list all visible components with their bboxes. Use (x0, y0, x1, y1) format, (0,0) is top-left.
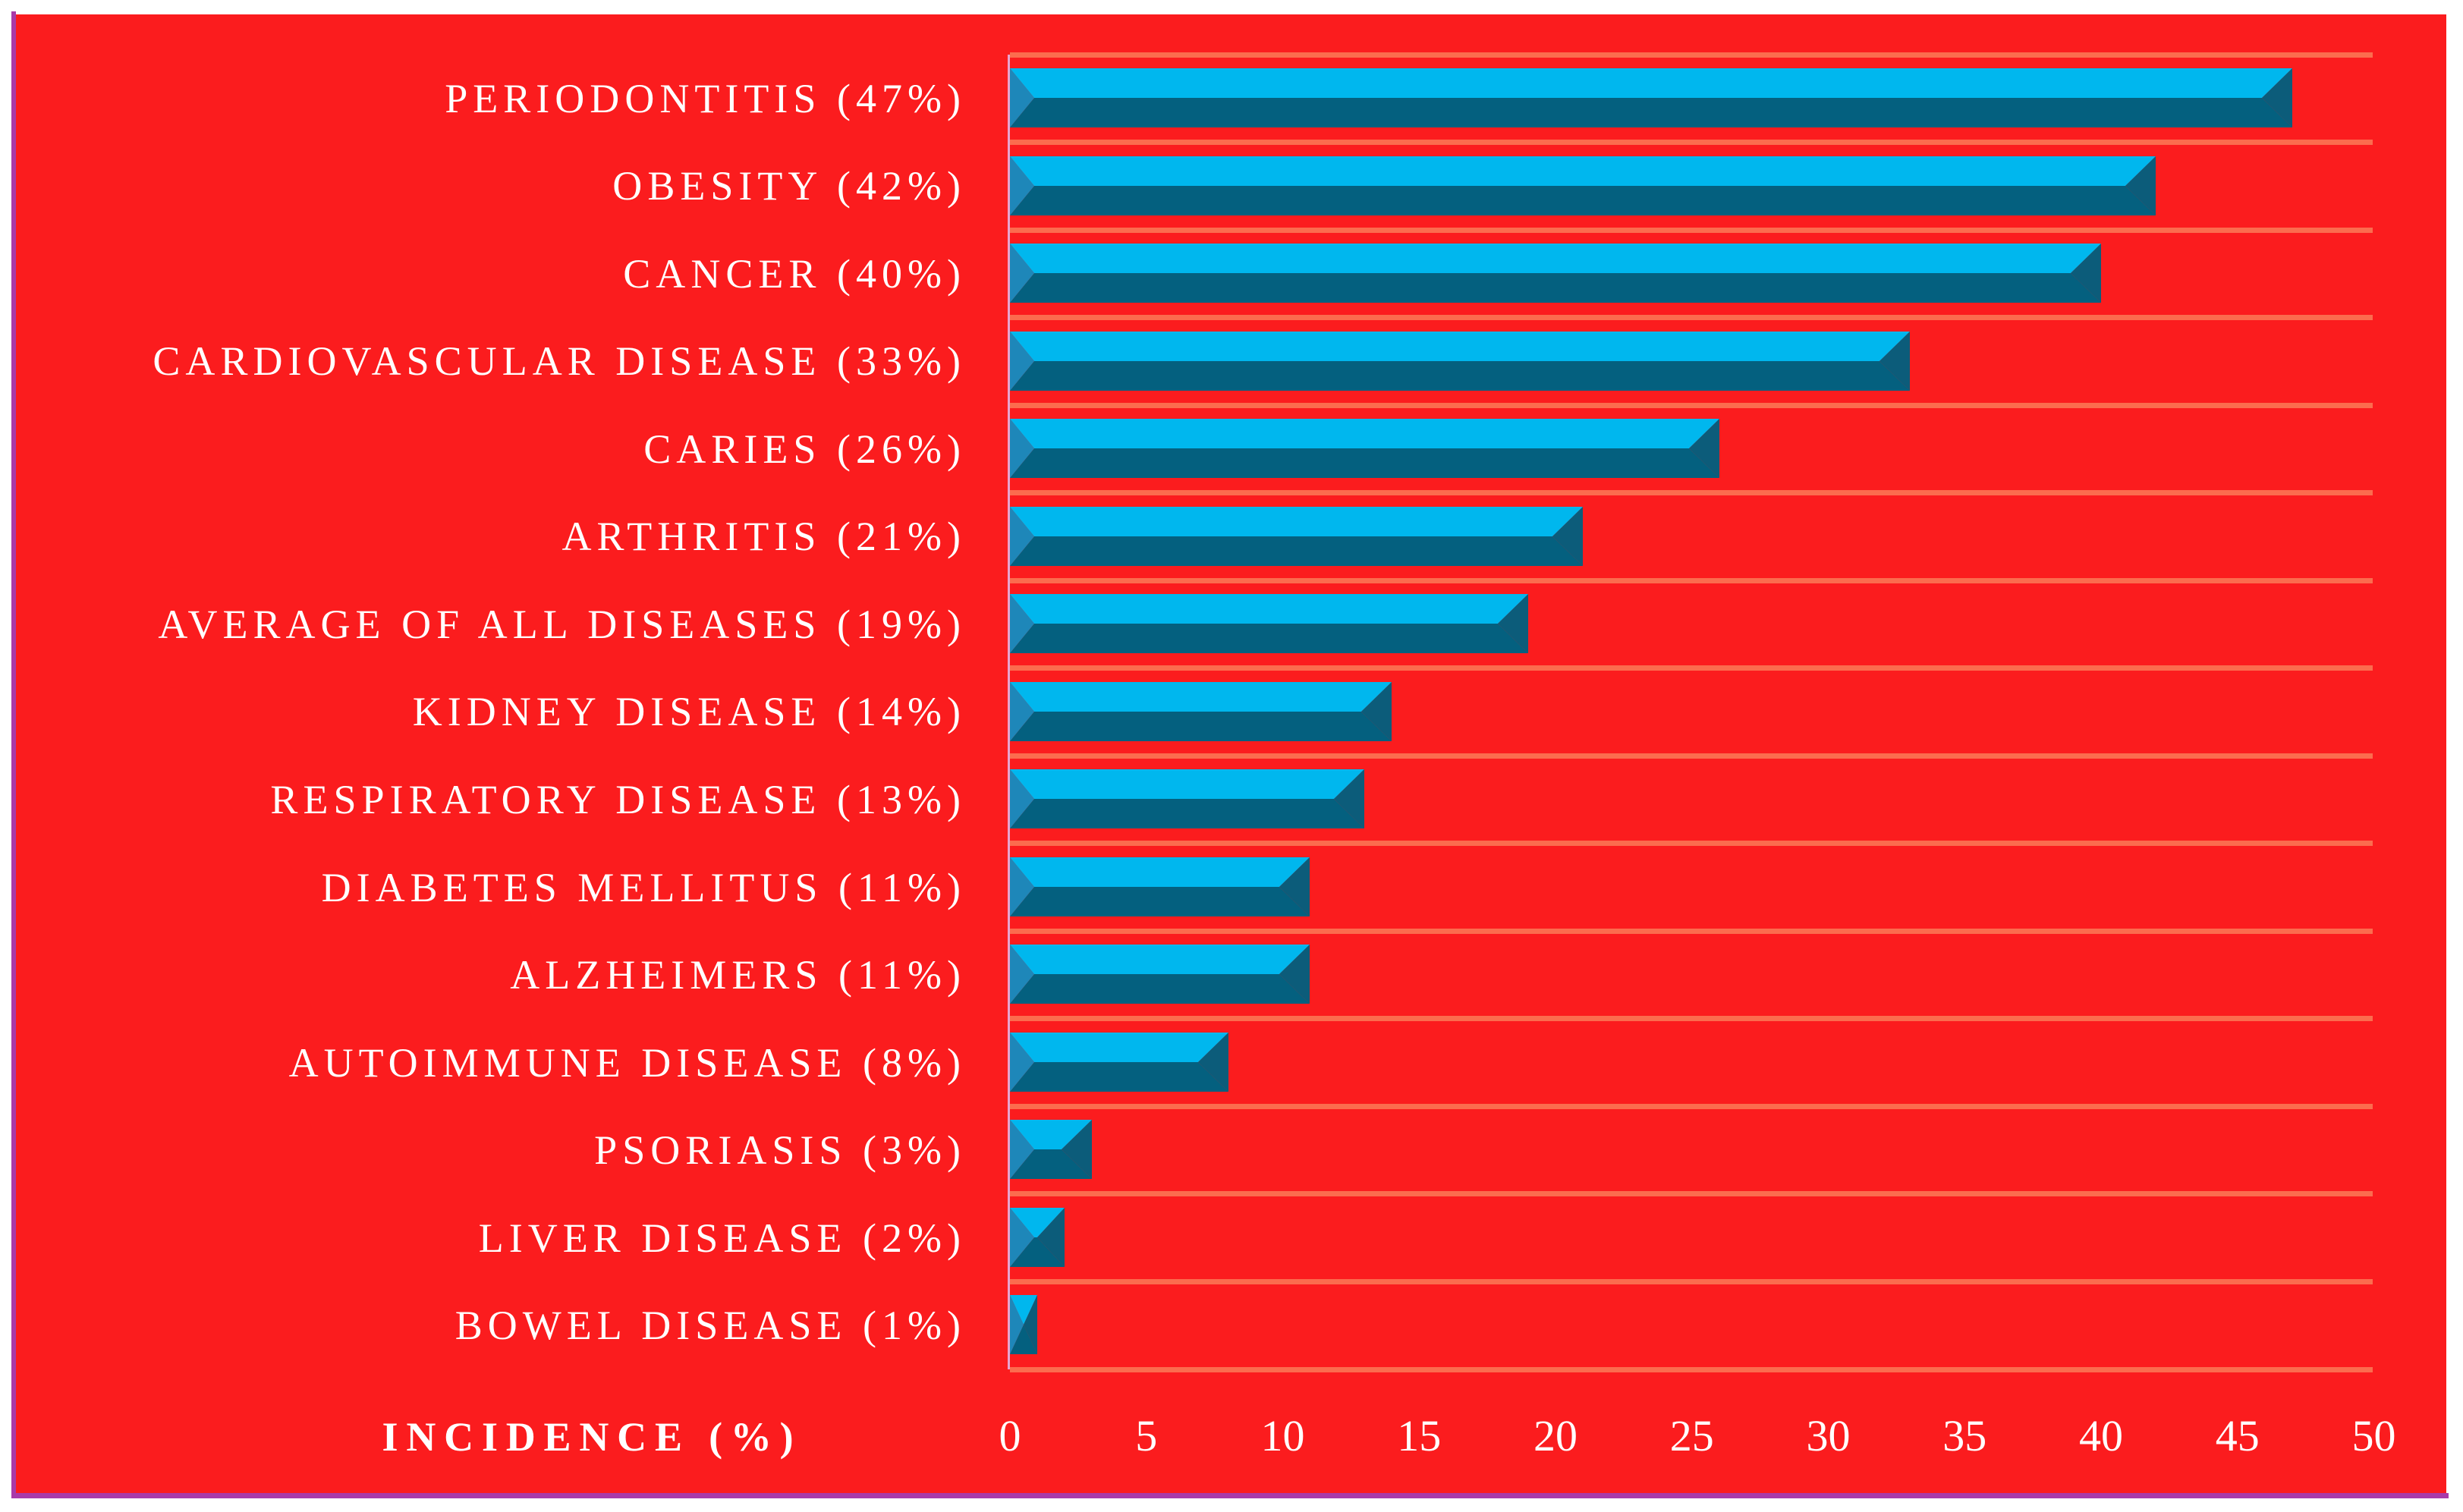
category-row: PSORIASIS (3%) (0, 1106, 2463, 1194)
gridline (1010, 227, 2373, 233)
category-row: CANCER (40%) (0, 230, 2463, 318)
bar (1010, 857, 1310, 916)
category-label: DIABETES MELLITUS (11%) (321, 864, 966, 910)
chart-border-bottom (11, 1493, 2449, 1498)
gridline (1010, 841, 2373, 847)
bar (1010, 156, 2156, 215)
category-label: ARTHRITIS (21%) (561, 514, 966, 560)
category-row: ARTHRITIS (21%) (0, 493, 2463, 581)
chart-border-left (11, 11, 16, 1498)
gridline (1010, 490, 2373, 496)
category-label: PSORIASIS (3%) (594, 1127, 966, 1174)
category-label: PERIODONTITIS (47%) (445, 75, 966, 121)
category-label: ALZHEIMERS (11%) (510, 952, 966, 998)
category-label: RESPIRATORY DISEASE (13%) (270, 776, 966, 822)
bar (1010, 1207, 1065, 1267)
category-row: AUTOIMMUNE DISEASE (8%) (0, 1019, 2463, 1107)
x-tick-label: 30 (1806, 1411, 1851, 1460)
x-tick-label: 15 (1397, 1411, 1442, 1460)
category-label: CARDIOVASCULAR DISEASE (33%) (153, 338, 966, 385)
x-tick-label: 40 (2079, 1411, 2123, 1460)
category-row: RESPIRATORY DISEASE (13%) (0, 756, 2463, 844)
bar (1010, 1295, 1037, 1355)
category-label: CANCER (40%) (623, 250, 966, 297)
category-label: KIDNEY DISEASE (14%) (412, 689, 966, 735)
gridline (1010, 52, 2373, 58)
category-label: CARIES (26%) (643, 426, 966, 472)
category-row: CARIES (26%) (0, 405, 2463, 493)
category-label: BOWEL DISEASE (1%) (455, 1303, 966, 1349)
gridline (1010, 577, 2373, 583)
x-tick-label: 45 (2215, 1411, 2260, 1460)
x-tick-label: 5 (1135, 1411, 1158, 1460)
gridline (1010, 315, 2373, 321)
gridline (1010, 1278, 2373, 1284)
bar (1010, 331, 1910, 391)
gridline (1010, 1016, 2373, 1022)
category-row: AVERAGE OF ALL DISEASES (19%) (0, 580, 2463, 668)
gridline (1010, 1191, 2373, 1197)
category-label: LIVER DISEASE (2%) (478, 1215, 966, 1261)
category-row: CARDIOVASCULAR DISEASE (33%) (0, 318, 2463, 406)
category-label: AUTOIMMUNE DISEASE (8%) (288, 1039, 966, 1086)
gridline (1010, 402, 2373, 408)
x-axis-title: INCIDENCE (%) (382, 1414, 802, 1460)
gridline (1010, 140, 2373, 145)
category-row: ALZHEIMERS (11%) (0, 931, 2463, 1019)
x-tick-label: 20 (1533, 1411, 1578, 1460)
gridline (1010, 928, 2373, 934)
bar (1010, 769, 1364, 829)
bar (1010, 1032, 1228, 1092)
category-row: BOWEL DISEASE (1%) (0, 1281, 2463, 1369)
category-row: OBESITY (42%) (0, 143, 2463, 231)
gridline (1010, 753, 2373, 759)
bar (1010, 1120, 1092, 1180)
gridline (1010, 665, 2373, 671)
bar (1010, 506, 1583, 566)
bar (1010, 244, 2101, 303)
category-label: AVERAGE OF ALL DISEASES (19%) (158, 601, 966, 647)
category-label: OBESITY (42%) (612, 163, 966, 209)
x-tick-label: 25 (1669, 1411, 1714, 1460)
x-tick-label: 0 (999, 1411, 1021, 1460)
x-tick-label: 35 (1942, 1411, 1987, 1460)
gridline (1010, 1366, 2373, 1372)
category-row: LIVER DISEASE (2%) (0, 1194, 2463, 1282)
bar (1010, 419, 1719, 479)
bar (1010, 68, 2292, 127)
x-tick-label: 50 (2351, 1411, 2396, 1460)
bar (1010, 681, 1392, 741)
bar (1010, 594, 1528, 654)
gridline (1010, 1103, 2373, 1109)
category-row: KIDNEY DISEASE (14%) (0, 668, 2463, 756)
category-row: DIABETES MELLITUS (11%) (0, 844, 2463, 932)
category-row: PERIODONTITIS (47%) (0, 55, 2463, 143)
y-axis-line (1008, 55, 1010, 1369)
x-tick-label: 10 (1260, 1411, 1305, 1460)
bar (1010, 945, 1310, 1004)
